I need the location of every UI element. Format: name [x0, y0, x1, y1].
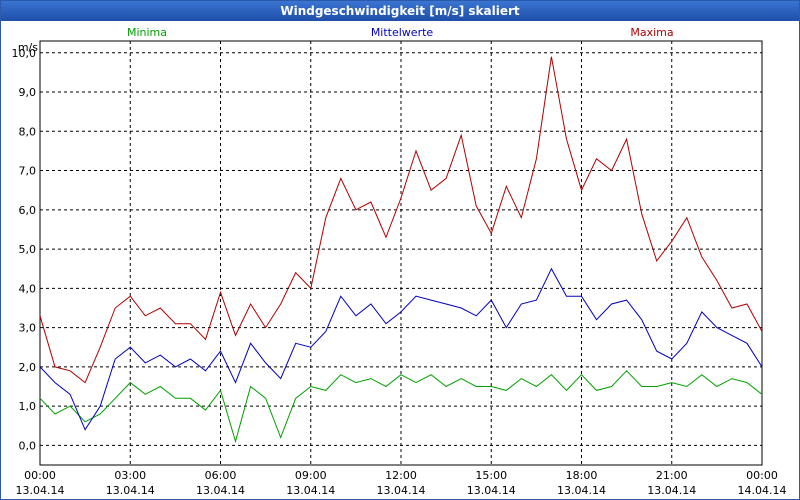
y-tick-label: 8,0	[19, 125, 37, 138]
x-tick-date: 13.04.14	[196, 484, 245, 497]
y-axis-label: m/s	[18, 41, 38, 54]
plot-area-border	[39, 40, 763, 466]
x-axis-ticks: 00:00 13.04.14 03:00 13.04.14 06:00 13.04.14 0…	[16, 469, 787, 497]
x-tick-date: 13.04.14	[467, 484, 516, 497]
x-tick-time: 09:00	[295, 469, 327, 482]
y-tick-label: 3,0	[19, 322, 37, 335]
y-axis-ticks: 0,0 1,0 2,0 3,0 4,0 5,0 6,0 7,0 8,0 9,0 10,0	[12, 47, 37, 453]
x-tick-date: 14.04.14	[738, 484, 787, 497]
y-tick-label: 2,0	[19, 361, 37, 374]
y-tick-label: 6,0	[19, 204, 37, 217]
x-tick-time: 00:00	[746, 469, 778, 482]
legend-minima: Minima	[127, 26, 167, 39]
chart-title: Windgeschwindigkeit [m/s] skaliert	[1, 1, 799, 21]
series-line-mittelwerte	[39, 267, 763, 431]
x-tick-date: 13.04.14	[377, 484, 426, 497]
x-tick-time: 12:00	[385, 469, 417, 482]
y-tick-label: 1,0	[19, 400, 37, 413]
legend-maxima: Maxima	[630, 26, 673, 39]
x-tick-date: 13.04.14	[647, 484, 696, 497]
grid-lines	[40, 41, 762, 465]
x-tick-time: 18:00	[566, 469, 598, 482]
x-tick-time: 15:00	[475, 469, 507, 482]
x-tick-date: 13.04.14	[557, 484, 606, 497]
y-tick-label: 9,0	[19, 86, 37, 99]
y-tick-label: 10,0	[12, 47, 37, 60]
series-line-maxima	[39, 56, 763, 384]
x-tick-time: 00:00	[24, 469, 56, 482]
y-tick-label: 7,0	[19, 165, 37, 178]
y-tick-label: 4,0	[19, 282, 37, 295]
x-tick-time: 03:00	[114, 469, 146, 482]
x-tick-date: 13.04.14	[16, 484, 65, 497]
legend-mittelwerte: Mittelwerte	[371, 26, 434, 39]
series-lines	[39, 56, 763, 444]
y-tick-label: 5,0	[19, 243, 37, 256]
x-tick-time: 21:00	[656, 469, 688, 482]
series-line-minima	[39, 370, 763, 444]
y-tick-label: 0,0	[19, 439, 37, 452]
x-tick-time: 06:00	[205, 469, 237, 482]
x-tick-date: 13.04.14	[286, 484, 335, 497]
x-tick-date: 13.04.14	[106, 484, 155, 497]
